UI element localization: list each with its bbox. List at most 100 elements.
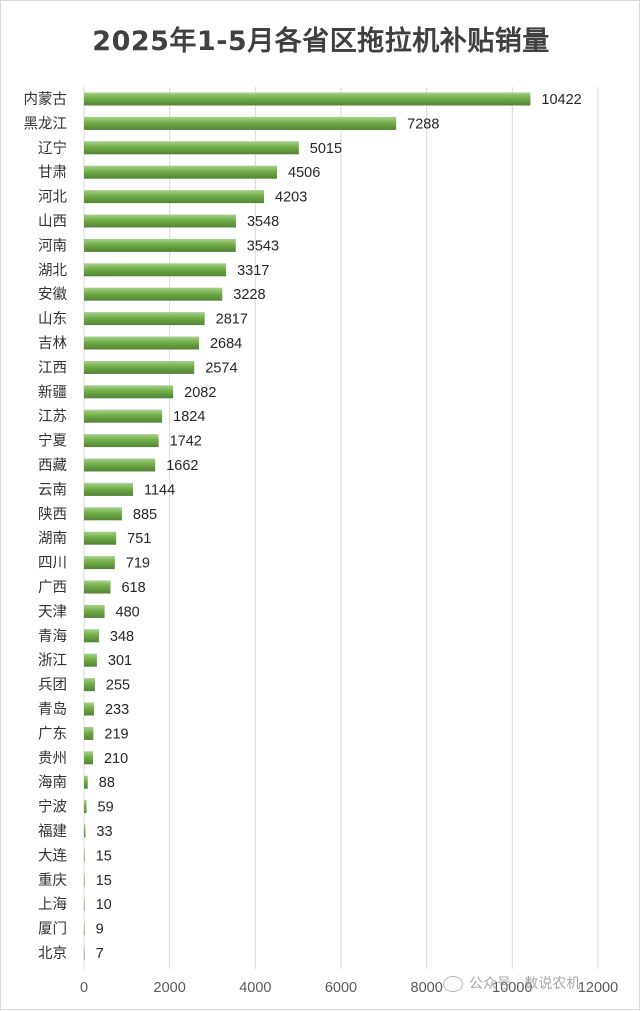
bar xyxy=(84,702,94,716)
bar xyxy=(84,678,95,692)
gridlines xyxy=(83,87,599,969)
bar xyxy=(84,604,105,618)
data-label: 3543 xyxy=(247,238,279,254)
category-label: 河南 xyxy=(38,237,67,254)
bar xyxy=(84,775,88,789)
bar xyxy=(84,897,85,911)
category-label: 新疆 xyxy=(38,384,67,401)
bar xyxy=(84,263,227,277)
data-label: 618 xyxy=(121,580,145,596)
bar xyxy=(84,238,236,252)
data-label: 2817 xyxy=(216,312,248,328)
data-label: 1662 xyxy=(166,458,198,474)
data-label: 3317 xyxy=(237,263,269,279)
watermark: 公众号 · 数说农机 xyxy=(443,973,580,993)
category-label: 宁波 xyxy=(38,799,67,816)
bar xyxy=(84,507,122,521)
bar xyxy=(84,287,223,301)
bar xyxy=(84,580,111,594)
bar xyxy=(84,531,117,545)
watermark-text: 公众号 · 数说农机 xyxy=(469,976,581,992)
bar xyxy=(84,653,97,667)
bar xyxy=(84,165,278,179)
data-label: 33 xyxy=(96,824,112,840)
data-label: 3548 xyxy=(247,214,279,230)
bar xyxy=(84,726,94,740)
bar xyxy=(84,141,299,155)
bar xyxy=(84,848,85,862)
bars xyxy=(84,92,531,960)
category-label: 厦门 xyxy=(38,921,67,938)
bar xyxy=(84,434,159,448)
category-label: 青岛 xyxy=(38,701,67,718)
data-label: 348 xyxy=(110,629,134,645)
bar xyxy=(84,409,163,423)
bar xyxy=(84,556,115,570)
bar xyxy=(84,824,86,838)
category-label: 陕西 xyxy=(38,506,67,523)
chart-title: 2025年1-5月各省区拖拉机补贴销量 xyxy=(92,26,550,57)
bar xyxy=(84,360,195,374)
data-label: 210 xyxy=(104,751,128,767)
category-label: 上海 xyxy=(38,896,67,913)
data-label: 5015 xyxy=(310,141,342,157)
data-label: 7 xyxy=(96,946,104,962)
category-label: 江西 xyxy=(38,359,67,376)
bar xyxy=(84,751,93,765)
data-label: 233 xyxy=(105,702,129,718)
data-label: 9 xyxy=(96,922,104,938)
category-label: 辽宁 xyxy=(38,140,67,157)
x-tick-label: 4000 xyxy=(239,980,271,996)
category-label: 兵团 xyxy=(38,677,67,694)
data-label: 4203 xyxy=(275,190,307,206)
category-label: 福建 xyxy=(38,823,67,840)
data-label: 7288 xyxy=(407,116,439,132)
category-label: 天津 xyxy=(38,603,67,620)
data-label: 15 xyxy=(96,873,112,889)
bar xyxy=(84,800,87,814)
data-label: 1742 xyxy=(170,434,202,450)
x-tick-label: 6000 xyxy=(325,980,357,996)
data-label: 255 xyxy=(106,678,130,694)
category-label: 广西 xyxy=(38,579,67,596)
category-label: 云南 xyxy=(38,481,67,498)
data-label: 3228 xyxy=(233,287,265,303)
data-label: 719 xyxy=(126,556,150,572)
category-label: 贵州 xyxy=(38,750,67,767)
data-label: 59 xyxy=(98,800,114,816)
category-label: 浙江 xyxy=(38,652,67,669)
category-label: 四川 xyxy=(38,556,67,572)
bar xyxy=(84,629,99,643)
data-label: 2082 xyxy=(184,385,216,401)
category-label: 北京 xyxy=(38,945,67,962)
category-label: 甘肃 xyxy=(38,164,67,181)
bar xyxy=(84,922,85,936)
data-label: 1824 xyxy=(173,409,205,425)
bar xyxy=(84,116,397,130)
bar xyxy=(84,92,531,106)
category-label: 大连 xyxy=(38,847,67,864)
category-label: 宁夏 xyxy=(38,433,67,450)
data-label: 88 xyxy=(99,775,115,791)
bar xyxy=(84,214,236,228)
category-label: 安徽 xyxy=(38,286,67,303)
x-tick-label: 10000 xyxy=(492,980,532,996)
bar xyxy=(84,312,205,326)
category-label: 海南 xyxy=(38,774,67,791)
x-tick-label: 12000 xyxy=(578,980,618,996)
wechat-icon xyxy=(443,976,463,992)
bar xyxy=(84,385,174,399)
category-label: 湖北 xyxy=(38,262,67,279)
bar xyxy=(84,190,265,204)
category-label: 重庆 xyxy=(38,872,67,889)
x-tick-label: 8000 xyxy=(411,980,443,996)
category-label: 河北 xyxy=(38,189,67,206)
category-label: 山西 xyxy=(38,213,67,230)
bar xyxy=(84,946,85,960)
data-label: 2574 xyxy=(205,360,237,376)
category-label: 吉林 xyxy=(38,335,67,352)
data-label: 219 xyxy=(104,726,128,742)
